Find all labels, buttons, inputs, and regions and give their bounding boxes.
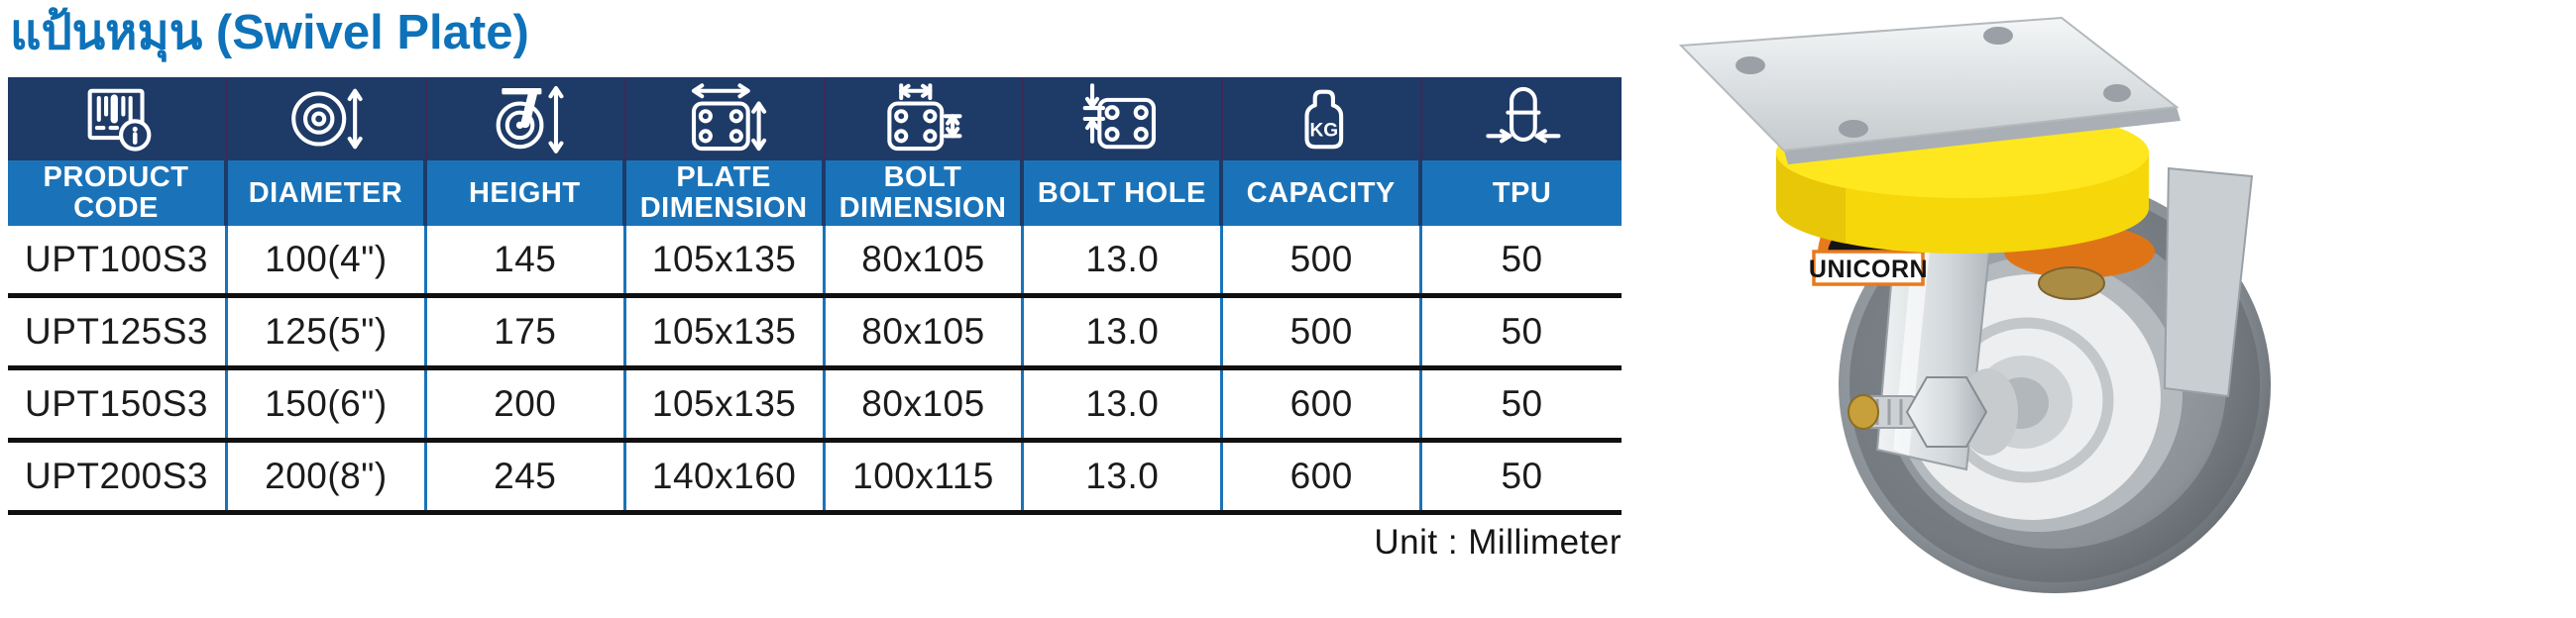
table-cell: 500 xyxy=(1223,226,1423,293)
table-cell: 100(4") xyxy=(228,226,427,293)
table-cell: 245 xyxy=(426,443,626,510)
table-cell: 80x105 xyxy=(825,370,1025,438)
column-header-bolt-hole: BOLT HOLE xyxy=(1024,160,1224,226)
table-cell: 500 xyxy=(1223,298,1423,365)
table-cell: 145 xyxy=(426,226,626,293)
capacity-kg-label: KG xyxy=(1309,120,1338,141)
caster-back-fork-leg xyxy=(2163,166,2254,398)
capacity-kg-icon: KG xyxy=(1223,77,1423,160)
wheel-diameter-icon xyxy=(228,77,427,160)
label-header-row: PRODUCT CODE DIAMETER HEIGHT PLATE DIMEN… xyxy=(8,160,1622,226)
table-cell: 200(8") xyxy=(228,443,427,510)
table-cell: 13.0 xyxy=(1024,226,1224,293)
table-cell: UPT125S3 xyxy=(8,298,228,365)
bolt-hole-icon xyxy=(1024,77,1224,160)
table-cell: UPT150S3 xyxy=(8,370,228,438)
bolt-dimension-icon xyxy=(825,77,1025,160)
table-row: UPT125S3 125(5") 175 105x135 80x105 13.0… xyxy=(8,298,1622,370)
plate-bolt-hole xyxy=(1736,56,1765,74)
icon-header-row: KG xyxy=(8,77,1622,160)
table-cell: 105x135 xyxy=(625,370,826,438)
table-row: UPT100S3 100(4") 145 105x135 80x105 13.0… xyxy=(8,226,1622,298)
column-header-bolt-dimension: BOLT DIMENSION xyxy=(825,160,1025,226)
table-cell: 13.0 xyxy=(1024,298,1224,365)
table-row: UPT200S3 200(8") 245 140x160 100x115 13.… xyxy=(8,443,1622,515)
caster-product-photo: UNICORN xyxy=(1678,16,2271,593)
plate-dimension-icon xyxy=(625,77,826,160)
table-row: UPT150S3 150(6") 200 105x135 80x105 13.0… xyxy=(8,370,1622,443)
table-cell: 175 xyxy=(426,298,626,365)
unicorn-brand-label: UNICORN xyxy=(1809,256,1928,283)
table-cell: 13.0 xyxy=(1024,443,1224,510)
table-cell: 125(5") xyxy=(228,298,427,365)
caster-top-plate xyxy=(1678,16,2181,164)
table-cell: 100x115 xyxy=(825,443,1025,510)
table-cell: UPT100S3 xyxy=(8,226,228,293)
barcode-info-icon xyxy=(8,77,228,160)
caster-axle-bolt xyxy=(1848,368,2018,456)
table-cell: 200 xyxy=(426,370,626,438)
table-cell: 80x105 xyxy=(825,298,1025,365)
table-cell: 80x105 xyxy=(825,226,1025,293)
plate-bolt-hole xyxy=(2103,84,2131,102)
column-header-tpu: TPU xyxy=(1422,160,1622,226)
plate-bolt-hole xyxy=(1983,27,2013,45)
table-cell: 105x135 xyxy=(625,298,826,365)
spec-table: KG PRODUCT CODE DIAMETER HEIGHT PLATE DI… xyxy=(8,77,1622,515)
table-cell: 50 xyxy=(1422,298,1622,365)
unit-note: Unit : Millimeter xyxy=(1374,523,1622,562)
plate-bolt-hole xyxy=(1839,120,1868,138)
table-cell: 13.0 xyxy=(1024,370,1224,438)
table-cell: 50 xyxy=(1422,443,1622,510)
caster-height-icon xyxy=(426,77,626,160)
table-cell: 50 xyxy=(1422,370,1622,438)
table-cell: 50 xyxy=(1422,226,1622,293)
table-cell: 140x160 xyxy=(625,443,826,510)
table-cell: 600 xyxy=(1223,370,1423,438)
column-header-diameter: DIAMETER xyxy=(228,160,427,226)
table-cell: UPT200S3 xyxy=(8,443,228,510)
wheel-width-icon xyxy=(1422,77,1622,160)
table-cell: 150(6") xyxy=(228,370,427,438)
column-header-capacity: CAPACITY xyxy=(1223,160,1423,226)
column-header-plate-dimension: PLATE DIMENSION xyxy=(625,160,826,226)
column-header-height: HEIGHT xyxy=(426,160,626,226)
table-cell: 600 xyxy=(1223,443,1423,510)
table-cell: 105x135 xyxy=(625,226,826,293)
column-header-product-code: PRODUCT CODE xyxy=(8,160,228,226)
page-title: แป้นหมุน (Swivel Plate) xyxy=(10,6,529,59)
